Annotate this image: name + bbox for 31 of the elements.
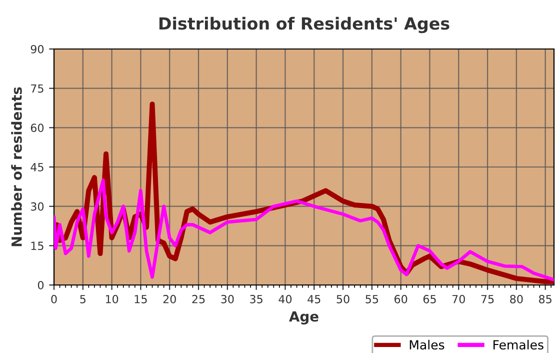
x-tick-label: 25 (192, 294, 205, 304)
x-tick-label: 60 (394, 294, 408, 304)
x-tick-label: 40 (278, 294, 292, 304)
x-tick-label: 50 (336, 294, 350, 304)
x-tick-label: 0 (51, 294, 57, 304)
x-axis-title: Age (289, 311, 318, 324)
x-tick-label: 30 (221, 294, 234, 304)
x-tick-label: 65 (423, 294, 436, 304)
y-tick-label: 15 (31, 242, 44, 250)
x-tick-label: 45 (308, 295, 320, 304)
chart-title: Distribution of Residents' Ages (159, 16, 450, 34)
x-tick-label: 20 (163, 294, 176, 304)
x-tick-label: 70 (452, 294, 465, 304)
legend-label: Males (410, 340, 444, 350)
x-tick-label: 75 (481, 295, 494, 304)
x-tick-label: 35 (250, 294, 262, 304)
x-tick-label: 85 (539, 294, 552, 304)
line-series (54, 178, 554, 282)
x-tick-label: 10 (106, 294, 118, 304)
y-tick-label: 90 (30, 44, 44, 54)
x-tick-label: 5 (80, 295, 86, 304)
x-tick-label: 15 (134, 295, 147, 304)
y-tick-label: 0 (38, 280, 44, 290)
y-axis-title: Number of residents (11, 87, 22, 246)
legend-label: Females (494, 340, 544, 350)
y-tick-label: 75 (31, 84, 44, 93)
x-tick-label: 80 (510, 294, 523, 304)
x-tick-label: 55 (366, 295, 378, 304)
y-tick-label: 60 (30, 124, 44, 132)
y-tick-label: 30 (30, 202, 44, 211)
y-tick-label: 45 (30, 163, 44, 172)
